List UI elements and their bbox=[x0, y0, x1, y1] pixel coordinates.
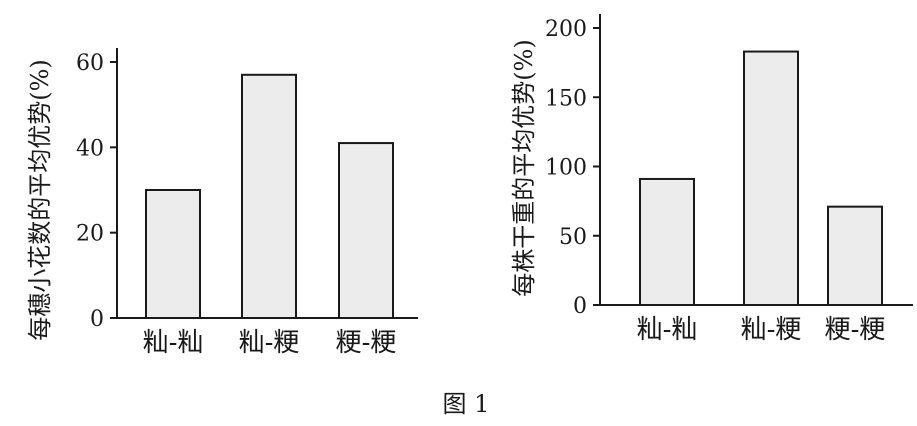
bar-1 bbox=[145, 189, 201, 319]
figure-caption: 图 1 bbox=[443, 390, 490, 418]
bar-3 bbox=[338, 142, 394, 319]
x-axis-categories: 籼-籼 籼-粳 粳-粳 bbox=[143, 328, 397, 358]
x-axis-categories: 籼-籼 籼-粳 粳-粳 bbox=[637, 315, 886, 345]
y-axis-ticks: 0 50 100 150 200 bbox=[545, 17, 600, 319]
y-axis-title: 每穗小花数的平均优势(%) bbox=[26, 59, 54, 341]
bar-1 bbox=[639, 177, 695, 306]
y-tick-label: 200 bbox=[545, 17, 587, 42]
y-tick-label: 0 bbox=[90, 307, 104, 332]
bar-group bbox=[639, 50, 883, 306]
y-tick-label: 0 bbox=[573, 294, 587, 319]
y-tick-label: 50 bbox=[559, 225, 587, 250]
x-category-label: 籼-籼 bbox=[637, 315, 698, 345]
x-category-label: 籼-粳 bbox=[239, 328, 300, 358]
y-axis-title: 每株干重的平均优势(%) bbox=[510, 39, 538, 297]
x-category-label: 籼-粳 bbox=[741, 315, 802, 345]
axes bbox=[116, 48, 418, 319]
chart-flowers-per-panicle: 每穗小花数的平均优势(%) 0 20 40 60 籼-籼 籼-粳 粳-粳 bbox=[26, 48, 418, 358]
x-category-label: 粳-粳 bbox=[825, 315, 886, 345]
x-category-label: 籼-籼 bbox=[143, 328, 204, 358]
y-tick-label: 100 bbox=[545, 156, 587, 181]
bar-group bbox=[145, 73, 394, 319]
y-tick-label: 40 bbox=[76, 136, 104, 161]
bar-2 bbox=[743, 50, 799, 306]
bar-3 bbox=[827, 205, 883, 306]
y-tick-label: 60 bbox=[76, 51, 104, 76]
x-category-label: 粳-粳 bbox=[336, 328, 397, 358]
y-tick-label: 150 bbox=[545, 86, 587, 111]
y-axis-ticks: 0 20 40 60 bbox=[76, 51, 117, 332]
chart-dry-weight-per-plant: 每株干重的平均优势(%) 0 50 100 150 200 籼-籼 籼-粳 粳-粳 bbox=[510, 14, 913, 345]
bar-2 bbox=[241, 73, 297, 319]
y-tick-label: 20 bbox=[76, 222, 104, 247]
axes bbox=[599, 14, 913, 306]
